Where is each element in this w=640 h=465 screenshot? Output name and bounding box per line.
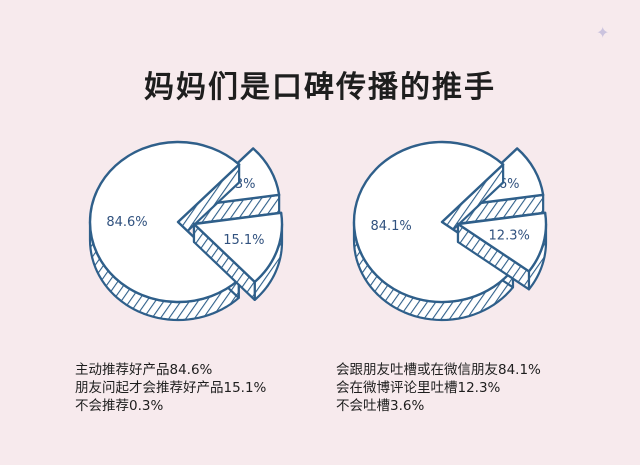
- pie-chart-recommend: 0.3%84.6%15.1%: [88, 140, 284, 322]
- corner-logo-icon: ✦: [596, 23, 610, 42]
- caption-line: 不会吐槽3.6%: [336, 398, 425, 414]
- pie-slice: 15.1%: [192, 211, 284, 301]
- slice-percent-label: 15.1%: [223, 233, 264, 248]
- slice-percent-label: 12.3%: [489, 229, 530, 244]
- caption-line: 会跟朋友吐槽或在微信朋友84.1%: [336, 362, 541, 378]
- caption-list-recommend: 主动推荐好产品84.6% 朋友问起才会推荐好产品15.1% 不会推荐0.3%: [75, 361, 266, 415]
- caption-line: 主动推荐好产品84.6%: [75, 362, 213, 378]
- slice-percent-label: 84.1%: [370, 219, 411, 234]
- caption-line: 会在微博评论里吐槽12.3%: [336, 380, 501, 396]
- caption-line: 不会推荐0.3%: [75, 398, 164, 414]
- pie-slice: 12.3%: [456, 211, 548, 291]
- caption-list-complain: 会跟朋友吐槽或在微信朋友84.1% 会在微博评论里吐槽12.3% 不会吐槽3.6…: [336, 361, 541, 415]
- caption-line: 朋友问起才会推荐好产品15.1%: [75, 380, 267, 396]
- page-title: 妈妈们是口碑传播的推手: [144, 70, 496, 105]
- slice-percent-label: 84.6%: [106, 215, 147, 230]
- pie-chart-complain: 3.6%84.1%12.3%: [352, 140, 548, 322]
